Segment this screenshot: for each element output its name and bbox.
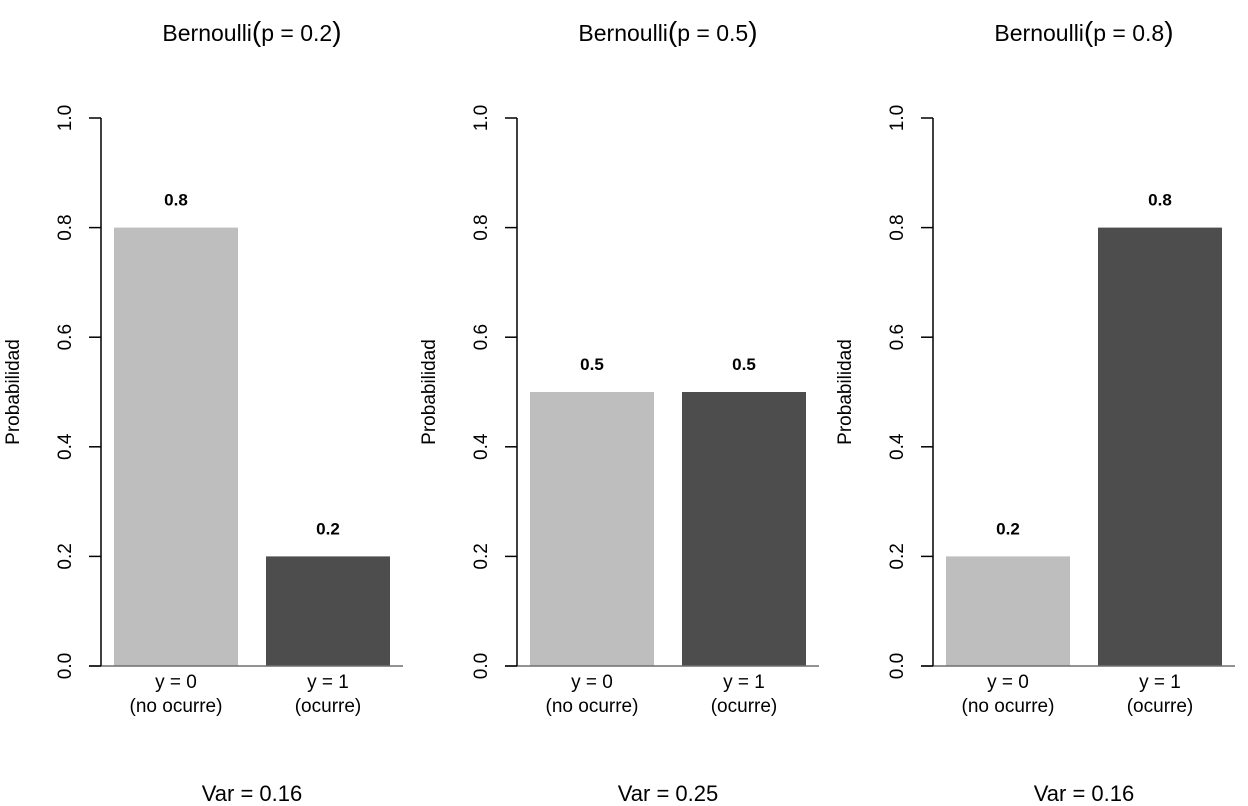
bar-value-label: 0.2 [996,519,1020,538]
y-tick-label: 0.6 [471,324,492,350]
bar-0 [114,227,238,666]
y-tick-label: 0.2 [471,543,492,569]
x-tick-label: y = 0 [571,672,613,693]
y-tick-label: 0.2 [55,543,76,569]
bar-value-label: 0.5 [580,355,604,374]
y-tick-label: 0.4 [887,433,908,460]
x-tick-sublabel: (no ocurre) [962,696,1055,717]
x-tick-label: y = 1 [307,672,349,693]
bar-1 [1098,227,1222,666]
panel-3: Bernoulli(p = 0.8) 0.2 y = 0 (no ocurre) 0.8… [835,16,1235,806]
y-tick-label: 1.0 [887,105,908,131]
x-tick-label: y = 0 [155,672,197,693]
x-tick-sublabel: (ocurre) [295,696,362,717]
x-tick-sublabel: (ocurre) [1127,696,1194,717]
y-tick-label: 0.4 [471,433,492,460]
y-tick-label: 0.8 [471,214,492,240]
y-axis-label: Probabilidad [3,339,24,445]
y-tick-label: 0.0 [55,653,76,679]
y-axis-label: Probabilidad [835,339,856,445]
y-tick-label: 0.8 [887,214,908,240]
variance-caption: Var = 0.16 [202,781,303,806]
y-tick-label: 0.0 [471,653,492,679]
bar-value-label: 0.8 [164,191,188,210]
y-tick-label: 0.0 [887,653,908,679]
variance-caption: Var = 0.16 [1034,781,1135,806]
y-tick-label: 0.6 [55,324,76,350]
bar-0 [946,556,1070,666]
bar-1 [682,392,806,666]
y-tick-label: 1.0 [471,105,492,131]
x-tick-label: y = 0 [987,672,1029,693]
x-tick-label: y = 1 [723,672,765,693]
chart-title: Bernoulli(p = 0.8) [994,16,1173,47]
y-tick-label: 0.6 [887,324,908,350]
y-axis-label: Probabilidad [419,339,440,445]
chart-title: Bernoulli(p = 0.5) [578,16,757,47]
bar-value-label: 0.8 [1148,191,1172,210]
x-tick-sublabel: (ocurre) [711,696,778,717]
x-tick-sublabel: (no ocurre) [546,696,639,717]
x-tick-label: y = 1 [1139,672,1181,693]
variance-caption: Var = 0.25 [618,781,719,806]
panel-2: Bernoulli(p = 0.5) 0.5 y = 0 (no ocurre) 0.5… [419,16,819,806]
y-tick-label: 0.4 [55,433,76,460]
bar-value-label: 0.5 [732,355,756,374]
bar-value-label: 0.2 [316,519,340,538]
bar-0 [530,392,654,666]
bar-1 [266,556,390,666]
y-tick-label: 0.2 [887,543,908,569]
panel-1: Bernoulli(p = 0.2) 0.8 y = 0 (no ocurre) 0.2… [3,16,403,806]
x-tick-sublabel: (no ocurre) [130,696,223,717]
chart-title: Bernoulli(p = 0.2) [162,16,341,47]
y-tick-label: 0.8 [55,214,76,240]
y-tick-label: 1.0 [55,105,76,131]
